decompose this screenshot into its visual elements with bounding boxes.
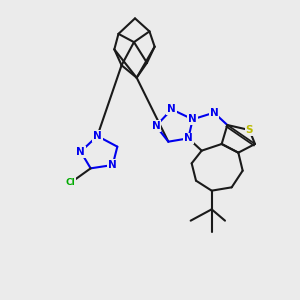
Text: N: N [210, 108, 218, 118]
Text: Cl: Cl [66, 178, 76, 187]
Text: N: N [76, 147, 85, 157]
Text: N: N [152, 121, 160, 131]
Text: N: N [188, 114, 197, 124]
Text: N: N [184, 133, 193, 143]
Text: N: N [108, 160, 117, 170]
Text: N: N [93, 131, 102, 141]
Text: N: N [167, 104, 176, 114]
Text: S: S [246, 125, 253, 135]
